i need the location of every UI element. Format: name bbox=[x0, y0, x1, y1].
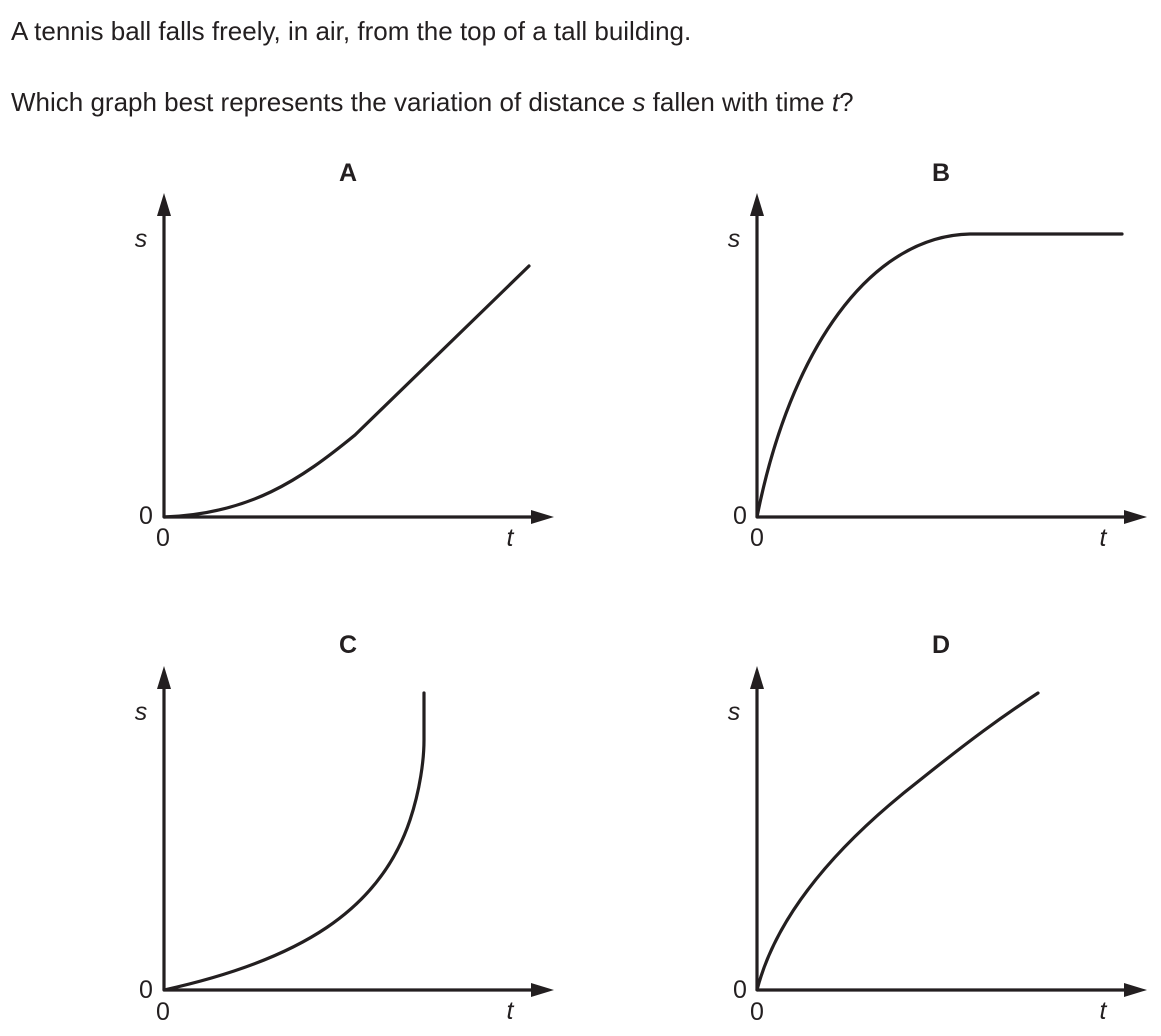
graph-d-y-origin-label: 0 bbox=[733, 976, 747, 1004]
graph-c-x-axis-arrow bbox=[531, 983, 554, 997]
graph-c-y-axis-label: s bbox=[135, 698, 148, 726]
graph-a-y-origin-label: 0 bbox=[139, 502, 153, 530]
graph-c-x-origin-label: 0 bbox=[156, 998, 170, 1026]
graph-a-curve bbox=[162, 264, 531, 519]
graph-a-x-axis-arrow bbox=[531, 510, 554, 524]
graph-b-y-axis-arrow bbox=[750, 193, 764, 216]
graph-a-x-origin-label: 0 bbox=[156, 524, 170, 552]
graph-a-x-axis-label: t bbox=[507, 524, 515, 552]
graph-d-curve bbox=[755, 691, 1040, 992]
graph-d-y-axis-arrow bbox=[750, 666, 764, 689]
graph-c-x-axis-label: t bbox=[507, 997, 515, 1025]
question-variable-t: t bbox=[831, 87, 840, 117]
graph-d-y-axis-label: s bbox=[728, 698, 741, 726]
question-prompt-middle: fallen with time bbox=[645, 87, 832, 117]
graph-c-curve bbox=[162, 691, 426, 992]
graph-b-y-axis-label: s bbox=[728, 225, 741, 253]
graph-c-y-axis-arrow bbox=[157, 666, 171, 689]
graph-a-y-axis-arrow bbox=[157, 193, 171, 216]
graph-b-y-origin-label: 0 bbox=[733, 502, 747, 530]
graph-d-x-axis-arrow bbox=[1124, 983, 1147, 997]
graph-b-x-axis-arrow bbox=[1124, 510, 1147, 524]
question-variable-s: s bbox=[632, 87, 646, 117]
graph-c-option-label: C bbox=[339, 631, 357, 659]
question-prompt-end: ? bbox=[839, 87, 854, 117]
graph-a-option-label: A bbox=[339, 159, 357, 187]
graph-c[interactable]: C s t 0 0 bbox=[135, 631, 554, 1026]
question-statement: A tennis ball falls freely, in air, from… bbox=[11, 16, 692, 46]
graph-d-x-origin-label: 0 bbox=[750, 998, 764, 1026]
graph-a[interactable]: A s t 0 0 bbox=[135, 159, 554, 552]
graph-a-y-axis-label: s bbox=[135, 225, 148, 253]
graph-d-x-axis-label: t bbox=[1100, 997, 1108, 1025]
graph-d[interactable]: D s t 0 0 bbox=[728, 631, 1147, 1026]
question-prompt-start: Which graph best represents the variatio… bbox=[11, 87, 633, 117]
graph-b-x-origin-label: 0 bbox=[750, 524, 764, 552]
graph-c-y-origin-label: 0 bbox=[139, 976, 153, 1004]
graph-b[interactable]: B s t 0 0 bbox=[728, 159, 1147, 552]
graph-b-option-label: B bbox=[932, 159, 950, 187]
graph-d-option-label: D bbox=[932, 631, 950, 659]
question-line-2: Which graph best represents the variatio… bbox=[11, 87, 854, 117]
question-line-1: A tennis ball falls freely, in air, from… bbox=[11, 16, 691, 46]
graph-b-x-axis-label: t bbox=[1100, 524, 1108, 552]
graph-b-curve bbox=[755, 232, 1124, 519]
